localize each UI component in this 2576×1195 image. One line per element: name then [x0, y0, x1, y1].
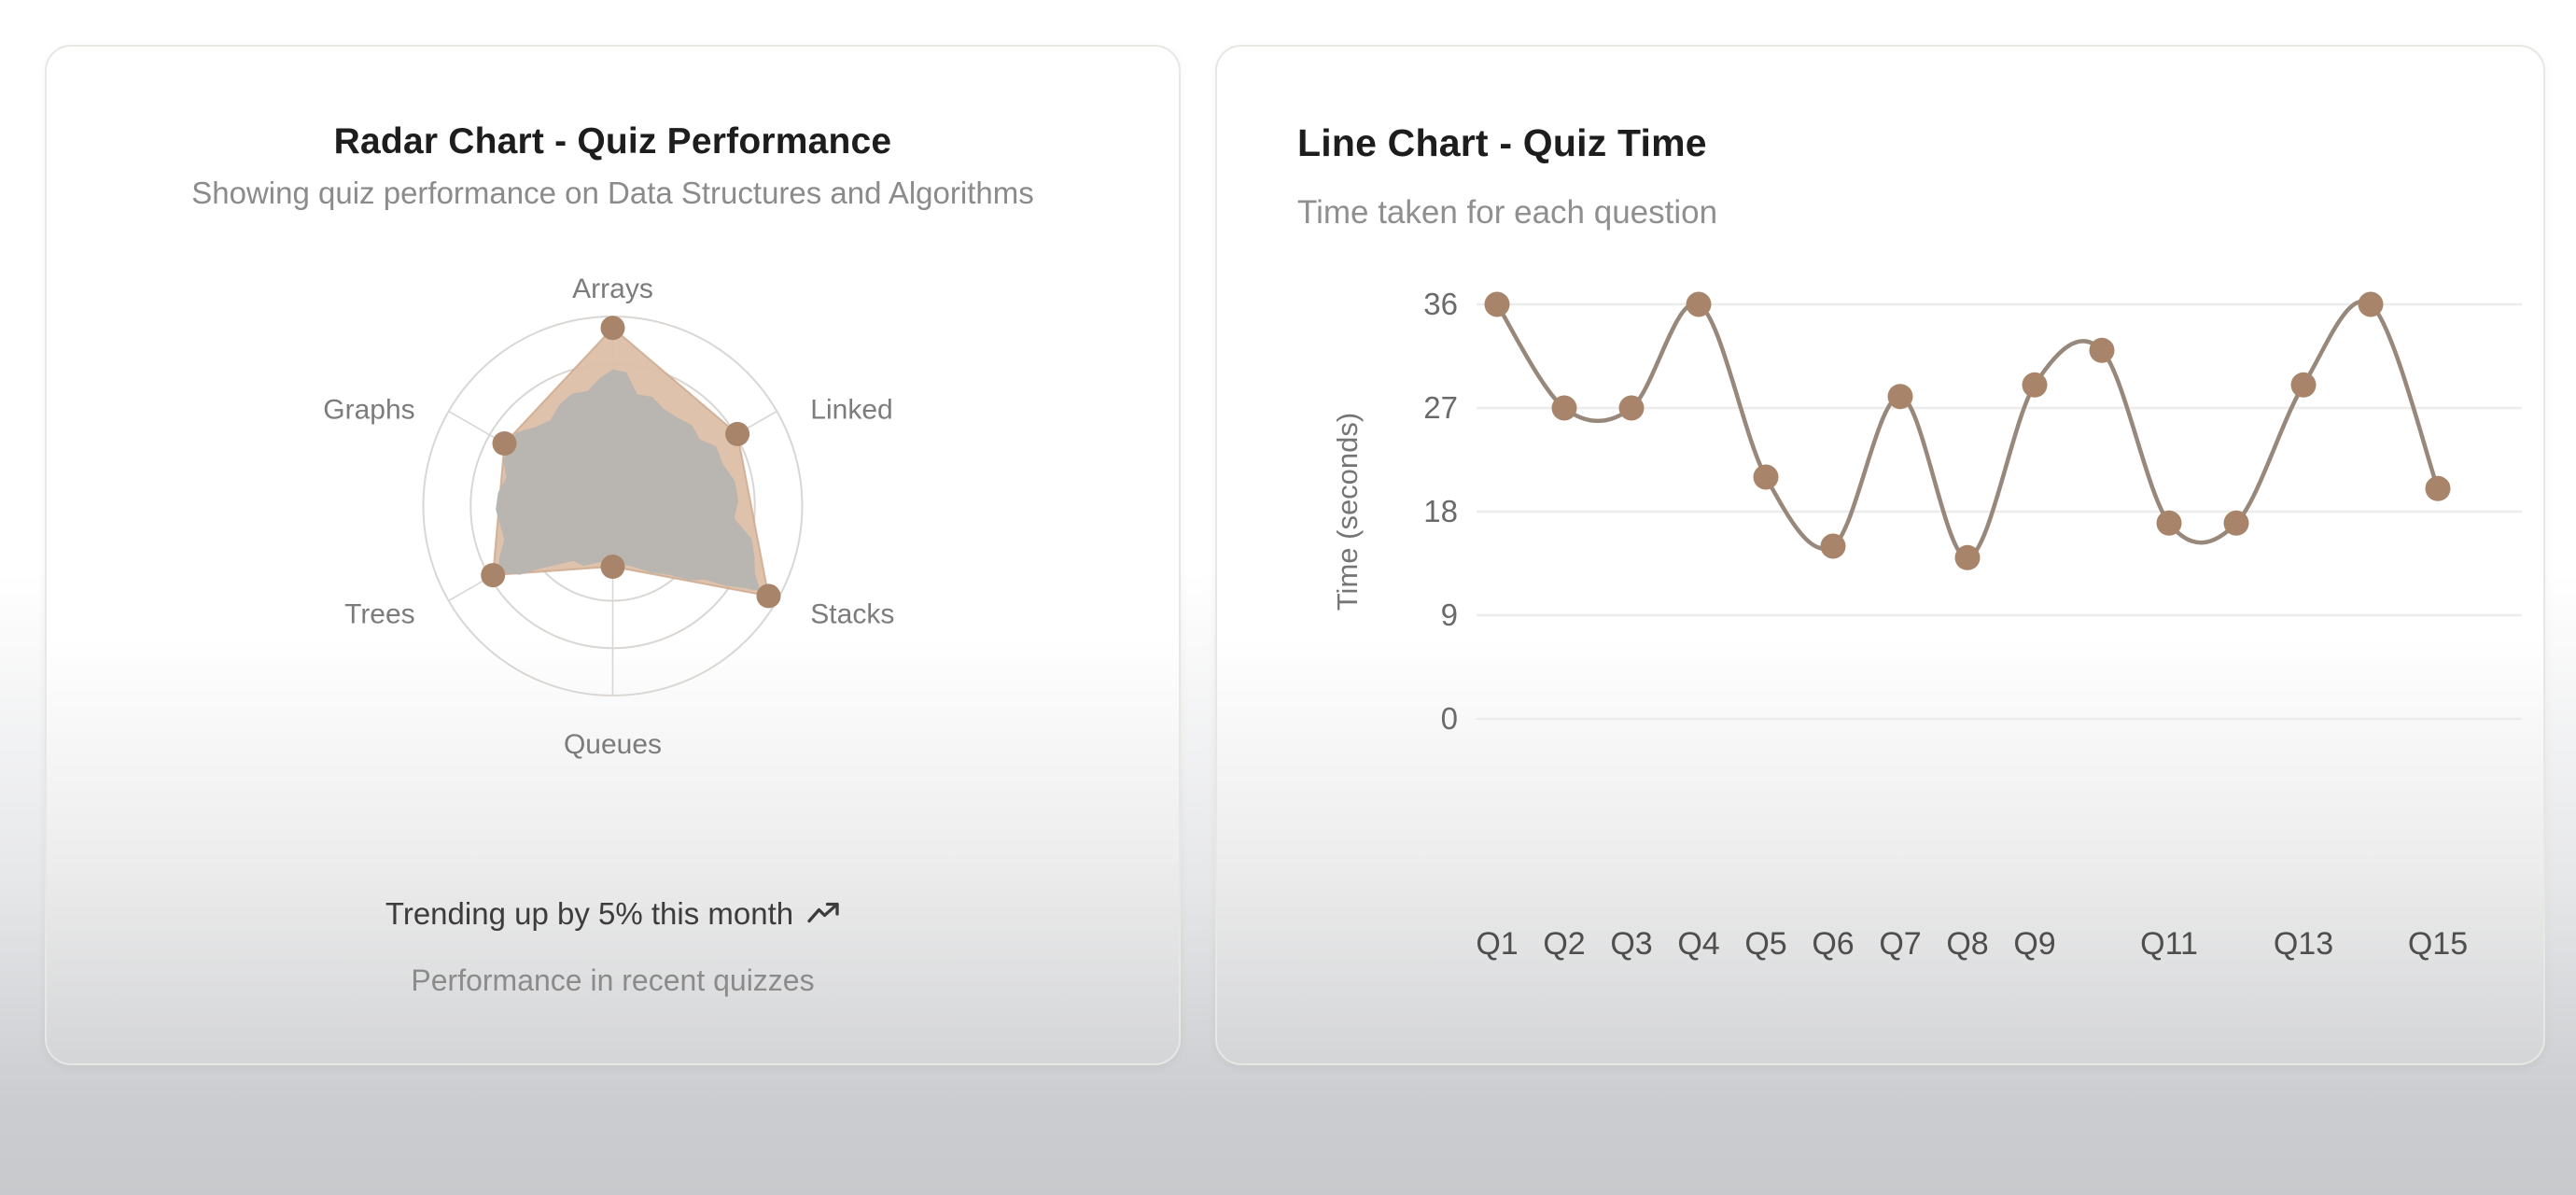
data-point-q6[interactable] — [1820, 533, 1846, 559]
data-point-q8[interactable] — [1954, 544, 1981, 570]
data-point-q13[interactable] — [2290, 372, 2317, 398]
line-card-title: Line Chart - Quiz Time — [1297, 121, 1707, 164]
x-tick-label-q15: Q15 — [2408, 926, 2468, 962]
radar-card-footer-secondary: Performance in recent quizzes — [411, 963, 815, 997]
data-point-q9[interactable] — [2022, 372, 2048, 398]
data-point-q15[interactable] — [2425, 475, 2451, 501]
data-point-q7[interactable] — [1887, 384, 1913, 410]
radar-data-point-arrays[interactable] — [600, 316, 625, 341]
data-point-q14[interactable] — [2358, 291, 2384, 317]
trending-up-icon — [806, 897, 840, 931]
y-tick-label-27: 27 — [1423, 390, 1458, 425]
x-tick-label-q13: Q13 — [2274, 926, 2333, 962]
line-chart-card: Line Chart - Quiz Time Time taken for ea… — [1215, 45, 2545, 1065]
radar-data-point-stacks[interactable] — [756, 583, 781, 609]
data-point-q10[interactable] — [2089, 337, 2115, 363]
radar-axis-label-trees: Trees — [344, 599, 415, 630]
data-point-q3[interactable] — [1618, 395, 1645, 421]
data-point-q4[interactable] — [1686, 291, 1712, 317]
line-chart: 0 9 18 27 36 Time (seconds) Q1 Q2 Q3 Q4 Q5 Q6 Q7 Q8 Q9… — [1331, 287, 2522, 962]
data-point-q2[interactable] — [1551, 395, 1577, 421]
x-tick-label-q5: Q5 — [1744, 926, 1786, 962]
y-tick-label-0: 0 — [1441, 701, 1458, 736]
radar-data-point-linked[interactable] — [725, 421, 750, 446]
data-point-q5[interactable] — [1753, 464, 1779, 490]
radar-axis-label-queues: Queues — [564, 729, 662, 760]
time-series-line — [1495, 299, 2441, 560]
radar-card-footer-primary: Trending up by 5% this month — [47, 896, 1179, 932]
radar-card-title: Radar Chart - Quiz Performance — [333, 121, 892, 162]
x-tick-label-q1: Q1 — [1476, 926, 1518, 962]
radar-data-point-trees[interactable] — [481, 563, 506, 588]
data-point-q12[interactable] — [2223, 510, 2249, 536]
radar-axis-label-stacks: Stacks — [810, 599, 894, 630]
x-tick-label-q4: Q4 — [1677, 926, 1719, 962]
radar-axis-label-linked: Linked — [810, 395, 892, 426]
radar-card-subtitle: Showing quiz performance on Data Structu… — [191, 176, 1034, 210]
radar-data-point-graphs[interactable] — [492, 431, 517, 456]
data-point-q11[interactable] — [2156, 510, 2182, 536]
radar-series-previous — [496, 369, 761, 592]
x-tick-label-q9: Q9 — [2013, 926, 2055, 962]
radar-axis-label-arrays: Arrays — [572, 274, 653, 304]
y-tick-label-36: 36 — [1423, 287, 1458, 321]
x-tick-label-q8: Q8 — [1946, 926, 1988, 962]
x-tick-label-q7: Q7 — [1879, 926, 1921, 962]
data-point-q1[interactable] — [1484, 291, 1510, 317]
radar-chart: Arrays Linked Stacks Queues Trees Graphs — [323, 274, 894, 760]
x-tick-label-q11: Q11 — [2140, 926, 2198, 962]
x-tick-label-q2: Q2 — [1543, 926, 1585, 962]
radar-footer-text: Trending up by 5% this month — [385, 896, 794, 931]
radar-chart-card: Radar Chart - Quiz Performance Showing q… — [45, 45, 1181, 1065]
x-tick-label-q3: Q3 — [1610, 926, 1652, 962]
y-axis-title: Time (seconds) — [1331, 413, 1364, 611]
radar-data-point-queues[interactable] — [600, 555, 625, 579]
y-tick-label-18: 18 — [1423, 494, 1458, 528]
x-tick-label-q6: Q6 — [1812, 926, 1854, 962]
y-tick-label-9: 9 — [1441, 598, 1458, 632]
line-card-subtitle: Time taken for each question — [1297, 194, 1718, 231]
radar-axis-label-graphs: Graphs — [323, 395, 414, 426]
